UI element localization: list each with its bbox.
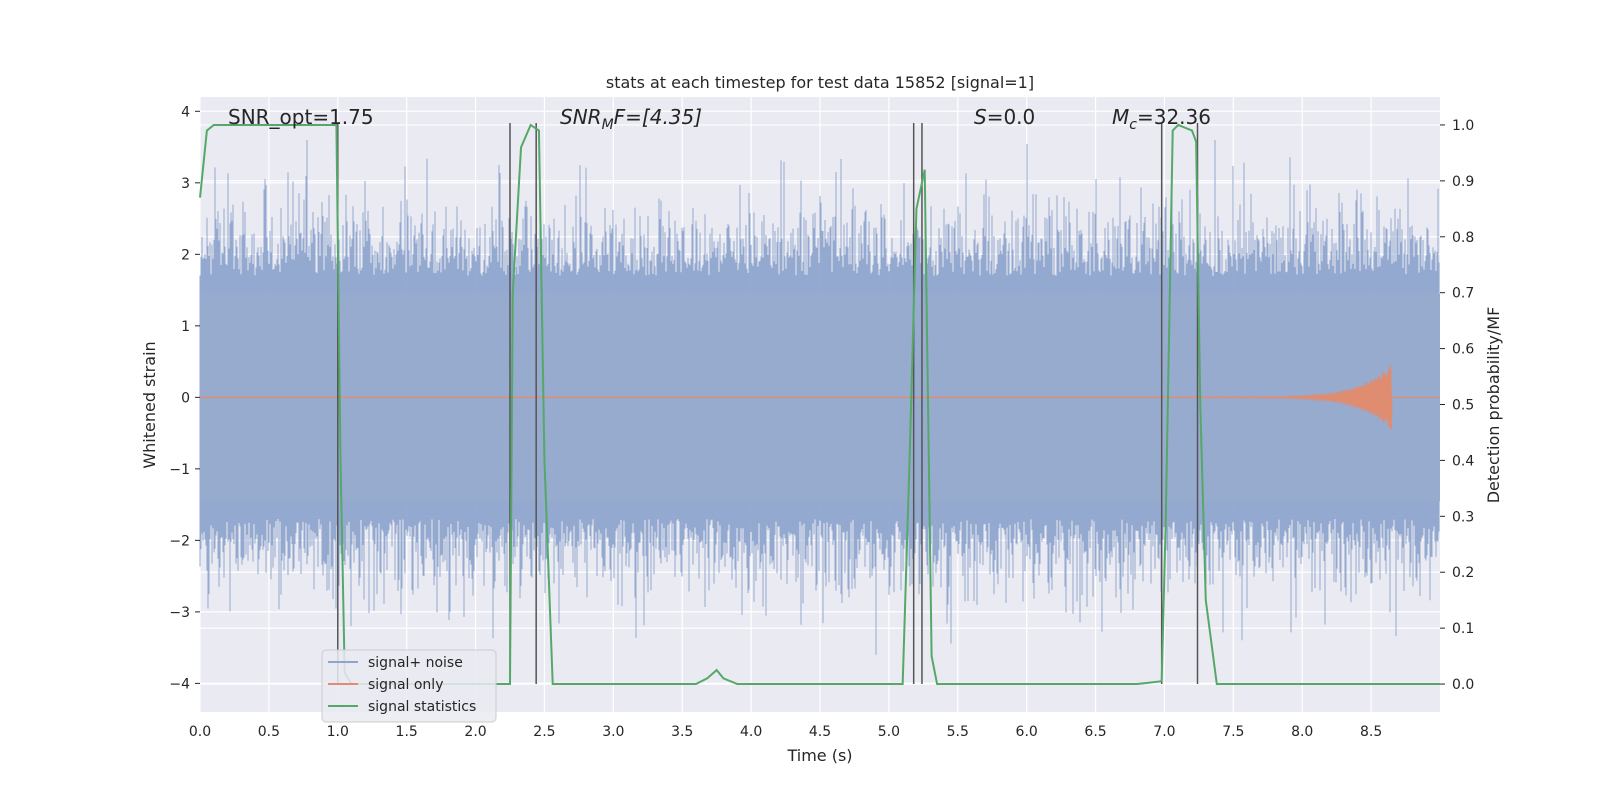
y-tick-labels: −4 −3 −2 −1 0 1 2 3 4 (169, 104, 200, 692)
legend-label-noise: signal+ noise (368, 655, 463, 671)
y2-tick-label: 0.3 (1452, 509, 1474, 525)
x-tick-label: 4.5 (809, 724, 831, 740)
x-tick-label: 3.0 (602, 724, 624, 740)
y2-tick-label: 0.1 (1452, 621, 1474, 637)
y-axis-label: Whitened strain (140, 341, 159, 468)
y-tick-label: −4 (169, 676, 190, 692)
x-tick-label: 3.5 (671, 724, 693, 740)
x-tick-label: 0.0 (189, 724, 211, 740)
annotation-snr-mf: SNRMF=[4.35] (560, 105, 702, 133)
y2-tick-label: 0.4 (1452, 453, 1474, 469)
x-tick-label: 0.5 (258, 724, 280, 740)
y2-tick-label: 0.5 (1452, 398, 1474, 414)
signal-chirp (1191, 365, 1440, 430)
y-tick-label: 4 (181, 104, 190, 120)
legend: signal+ noise signal only signal statist… (321, 649, 497, 723)
legend-box (321, 649, 497, 723)
annotation-s: S=0.0 (974, 105, 1035, 129)
y-tick-label: 1 (181, 319, 190, 335)
x-tick-label: 8.5 (1360, 724, 1382, 740)
x-tick-label: 8.0 (1291, 724, 1313, 740)
y2-tick-label: 0.2 (1452, 565, 1474, 581)
x-tick-label: 1.5 (396, 724, 418, 740)
y2-tick-label: 0.7 (1452, 286, 1474, 302)
x-tick-label: 4.0 (740, 724, 762, 740)
y2-axis-label: Detection probability/MF (1484, 307, 1503, 504)
y2-tick-label: 0.8 (1452, 230, 1474, 246)
y2-tick-label: 0.9 (1452, 174, 1474, 190)
y2-tick-label: 0.0 (1452, 677, 1474, 693)
x-axis-label: Time (s) (786, 746, 852, 765)
x-tick-label: 5.0 (878, 724, 900, 740)
x-tick-label: 2.5 (533, 724, 555, 740)
y-tick-label: 3 (181, 176, 190, 192)
y-tick-label: 2 (181, 247, 190, 263)
x-tick-labels: 0.0 0.5 1.0 1.5 2.0 2.5 3.0 3.5 4.0 4.5 5.0 5.5 6.0 6… (189, 724, 1382, 740)
legend-label-signal: signal only (368, 677, 443, 693)
y-tick-label: 0 (181, 390, 190, 406)
chart-title: stats at each timestep for test data 158… (606, 73, 1034, 92)
y2-tick-label: 0.6 (1452, 342, 1474, 358)
x-tick-label: 6.5 (1084, 724, 1106, 740)
annotation-mc: Mc=32.36 (1112, 105, 1211, 133)
x-tick-label: 6.0 (1016, 724, 1038, 740)
y-tick-label: −2 (169, 533, 190, 549)
y2-tick-labels: 0.0 0.1 0.2 0.3 0.4 0.5 0.6 0.7 0.8 0.9 1.0 (1440, 118, 1474, 693)
y-tick-label: −3 (169, 605, 190, 621)
x-tick-label: 2.0 (464, 724, 486, 740)
y-tick-label: −1 (169, 462, 190, 478)
legend-label-stats: signal statistics (368, 699, 476, 715)
x-tick-label: 5.5 (947, 724, 969, 740)
series-signal-only (200, 365, 1440, 430)
y2-tick-label: 1.0 (1452, 118, 1474, 134)
annotation-snr-opt: SNR_opt=1.75 (228, 105, 374, 129)
x-tick-label: 7.5 (1222, 724, 1244, 740)
x-tick-label: 7.0 (1153, 724, 1175, 740)
x-tick-label: 1.0 (327, 724, 349, 740)
